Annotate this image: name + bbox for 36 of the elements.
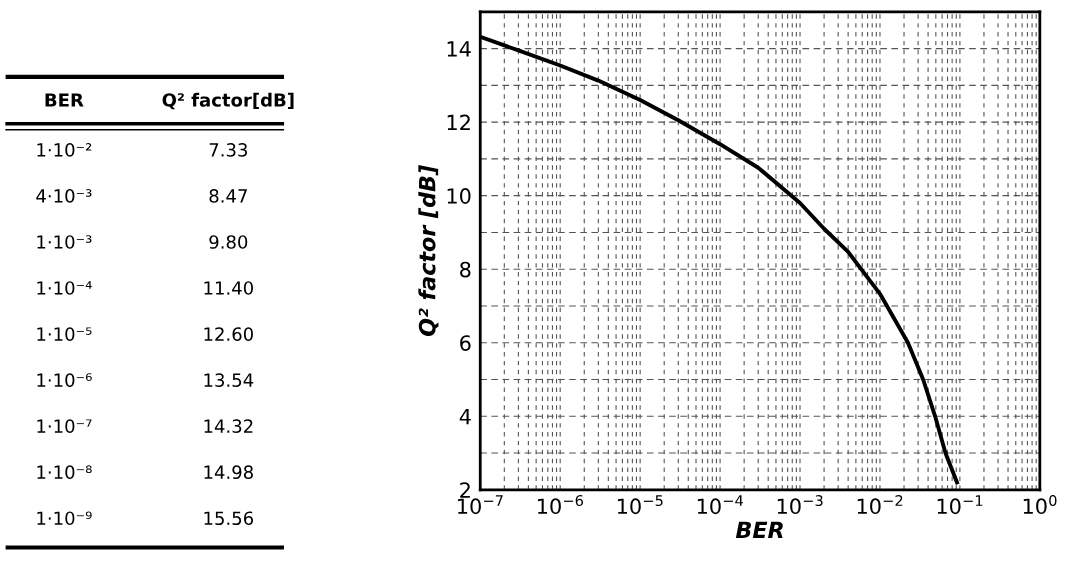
x-tick-label: 10$^{−1}$: [937, 495, 983, 515]
category-label: 1·10⁻⁸: [37, 465, 92, 480]
x-axis-title: BER: [735, 521, 783, 538]
text: 12.60: [204, 327, 253, 341]
text: 15.56: [204, 511, 254, 526]
text: 7.33: [209, 143, 247, 157]
text: Q² factor[dB]: [162, 92, 294, 110]
category-label: 1·10⁻⁷: [37, 419, 92, 433]
y-tick-label: 8: [460, 261, 471, 278]
text: 14.98: [204, 465, 253, 480]
category-label: 1·10⁻⁹: [37, 511, 92, 526]
category-label: 1·10⁻⁶: [37, 373, 92, 387]
x-tick-label: 10$^{−5}$: [617, 495, 663, 515]
y-tick-label: 14: [447, 41, 471, 57]
y-tick-label: 10: [447, 188, 471, 204]
text: 14.32: [204, 419, 253, 433]
category-label: 1·10⁻³: [37, 235, 92, 249]
category-label: 1·10⁻²: [37, 143, 92, 157]
text: BER: [45, 93, 84, 107]
x-tick-label: 10$^{−6}$: [538, 495, 584, 515]
x-tick-label: 10$^{−3}$: [777, 495, 823, 515]
x-tick-label: 10$^{0}$: [1023, 495, 1057, 515]
text: 9.80: [209, 235, 248, 249]
category-label: 1·10⁻⁴: [37, 281, 92, 295]
text: 11.40: [204, 281, 253, 295]
category-label: 4·10⁻³: [36, 189, 92, 203]
y-tick-label: 12: [447, 114, 470, 131]
x-tick-label: 10$^{−4}$: [697, 495, 743, 515]
text: 8.47: [209, 189, 247, 203]
category-label: 1·10⁻⁵: [37, 327, 92, 341]
y-tick-label: 2: [460, 482, 470, 498]
y-axis-title: Q² factor [dB]: [418, 165, 439, 336]
text: 13.54: [204, 373, 254, 387]
x-tick-label: 10$^{−2}$: [857, 495, 903, 515]
y-tick-label: 6: [460, 335, 471, 351]
y-tick-label: 4: [459, 409, 471, 425]
